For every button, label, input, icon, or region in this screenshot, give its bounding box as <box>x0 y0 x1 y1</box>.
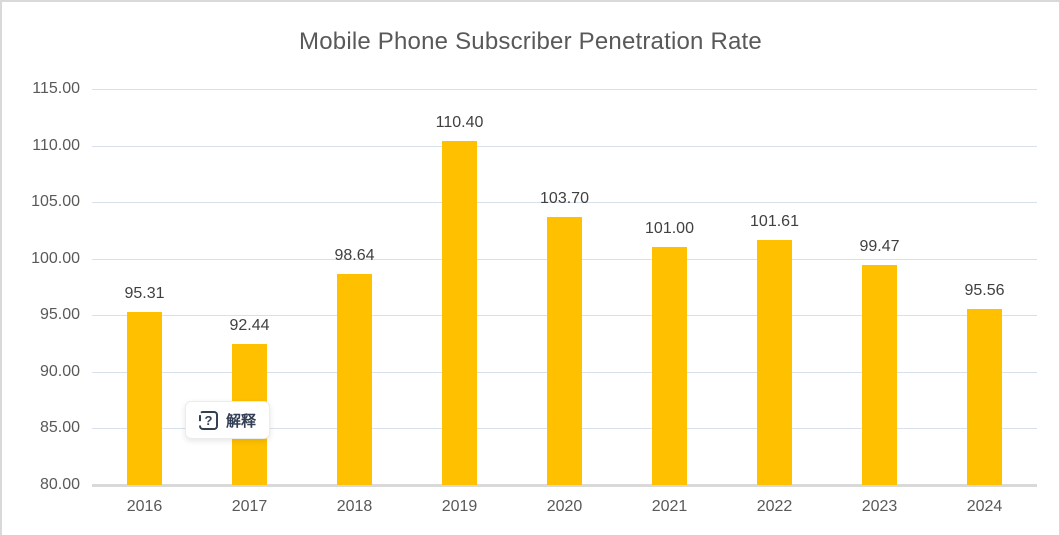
data-label-2021: 101.00 <box>645 220 694 238</box>
x-axis-line <box>92 484 1037 487</box>
gridline <box>92 89 1037 90</box>
y-axis-tick-label: 85.00 <box>39 419 80 437</box>
data-label-2022: 101.61 <box>750 213 799 231</box>
data-label-2023: 99.47 <box>859 237 900 255</box>
chart-title: Mobile Phone Subscriber Penetration Rate <box>299 28 762 55</box>
data-label-2020: 103.70 <box>540 189 589 207</box>
y-axis-tick-label: 110.00 <box>32 136 80 154</box>
x-axis-tick-label: 2020 <box>546 498 583 515</box>
bar-2022[interactable] <box>757 240 792 485</box>
bar-2021[interactable] <box>652 247 687 485</box>
y-axis-tick-label: 90.00 <box>39 362 80 380</box>
data-label-2016: 95.31 <box>124 284 165 302</box>
bar-2019[interactable] <box>442 141 477 485</box>
question-box-icon: ? <box>198 410 218 430</box>
bar-2018[interactable] <box>337 274 372 485</box>
bar-2023[interactable] <box>862 264 897 485</box>
y-axis-tick-label: 100.00 <box>31 249 80 267</box>
gridline <box>92 202 1037 204</box>
y-axis-tick-label: 115.00 <box>32 80 80 97</box>
bar-2020[interactable] <box>547 216 582 485</box>
x-axis-tick-label: 2016 <box>126 498 163 515</box>
gridline <box>92 145 1037 147</box>
x-axis-tick-label: 2017 <box>231 498 268 515</box>
bar-2024[interactable] <box>967 308 1002 485</box>
x-axis-tick-label: 2023 <box>861 498 898 515</box>
y-axis-tick-label: 80.00 <box>39 476 80 493</box>
x-axis-tick-label: 2019 <box>441 498 478 515</box>
x-axis-tick-label: 2018 <box>336 498 373 515</box>
data-label-2018: 98.64 <box>334 247 375 265</box>
data-label-2024: 95.56 <box>964 281 1005 299</box>
x-axis-tick-label: 2021 <box>651 498 688 515</box>
x-axis-tick-label: 2024 <box>966 498 1003 515</box>
x-axis-tick-label: 2022 <box>756 498 793 515</box>
y-axis-tick-label: 95.00 <box>39 306 80 324</box>
ai-explain-button-label: 解释 <box>225 412 256 430</box>
bar-2016[interactable] <box>127 311 162 485</box>
data-label-2017: 92.44 <box>229 317 270 335</box>
data-label-2019: 110.40 <box>435 114 484 132</box>
ai-explain-button[interactable]: ? 解释 <box>185 401 270 439</box>
y-axis-tick-label: 105.00 <box>31 193 80 211</box>
